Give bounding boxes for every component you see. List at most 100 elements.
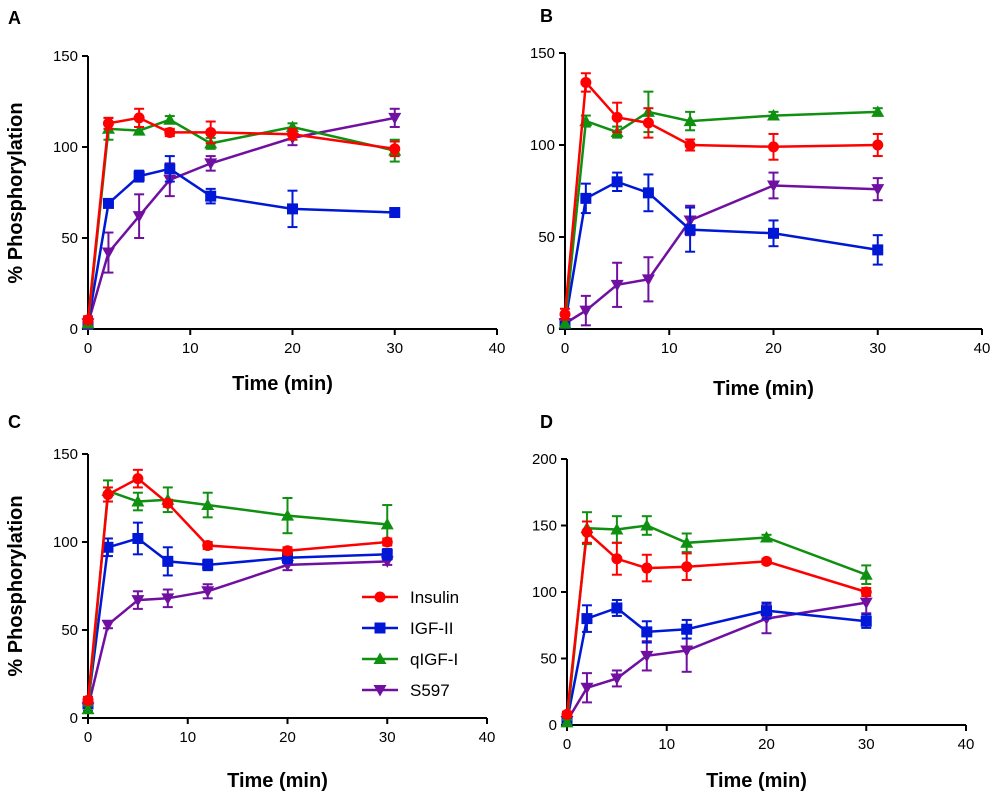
- x-tick-label: 20: [279, 729, 296, 746]
- series-s597: [558, 171, 885, 330]
- x-tick-label: 30: [869, 340, 886, 357]
- data-point: [202, 559, 214, 571]
- panel-letter: A: [8, 8, 21, 28]
- series-insulin: [82, 468, 393, 706]
- series-igf-ii: [82, 155, 401, 330]
- data-point: [641, 626, 653, 638]
- data-point: [761, 605, 772, 617]
- y-tick-label: 50: [61, 622, 78, 639]
- y-tick-label: 100: [53, 139, 78, 156]
- series-line: [86, 167, 395, 324]
- data-point: [281, 509, 294, 521]
- x-tick-label: 40: [974, 340, 991, 357]
- y-tick-label: 150: [530, 45, 555, 62]
- legend-label: IGF-II: [410, 619, 453, 638]
- x-axis-title: Time (min): [232, 373, 333, 395]
- x-tick-label: 20: [284, 340, 301, 357]
- data-point: [132, 124, 146, 136]
- x-axis-title: Time (min): [227, 770, 328, 792]
- data-point: [133, 170, 145, 182]
- x-tick-label: 20: [758, 736, 775, 753]
- data-point: [871, 184, 885, 196]
- series-line: [564, 184, 878, 325]
- x-tick-label: 0: [563, 736, 571, 753]
- data-point: [102, 541, 114, 553]
- data-point: [579, 305, 593, 318]
- data-point: [580, 192, 592, 204]
- data-point: [101, 247, 115, 260]
- data-point: [581, 526, 593, 538]
- data-point: [287, 128, 298, 140]
- chart-panel-c: C 0 50 100 150 0 10 20 30 40 Time (min) % Phosphory…: [5, 412, 495, 792]
- data-point: [681, 561, 693, 573]
- series-insulin: [559, 72, 884, 321]
- data-point: [81, 702, 95, 715]
- x-tick-label: 20: [765, 340, 782, 357]
- x-axis-title: Time (min): [706, 770, 807, 792]
- x-tick-label: 10: [179, 729, 196, 746]
- data-point: [761, 555, 772, 567]
- data-point: [133, 112, 145, 124]
- data-point: [580, 76, 592, 88]
- series-line: [86, 477, 388, 701]
- legend-label: qIGF-I: [410, 650, 458, 669]
- data-point: [132, 473, 144, 485]
- y-tick-label: 50: [61, 230, 78, 247]
- x-tick-label: 40: [958, 736, 975, 753]
- data-point: [610, 279, 624, 292]
- data-point: [681, 623, 693, 635]
- data-point: [132, 532, 144, 544]
- data-point: [101, 619, 115, 632]
- legend-label: S597: [410, 681, 450, 700]
- data-point: [131, 495, 145, 507]
- data-point: [641, 562, 653, 574]
- chart-panel-d: D 0 50 100 150 200 0 10 20 30 40 Time (min): [532, 412, 974, 792]
- data-point: [164, 163, 176, 175]
- series-s597: [81, 556, 394, 714]
- data-point: [201, 586, 215, 598]
- data-point: [611, 553, 623, 565]
- data-point: [610, 673, 624, 685]
- data-point: [581, 613, 593, 625]
- chart-panel-a: A 0 50 100 150 0 10 20 30 40 Time (min) % Phosphory…: [5, 8, 505, 395]
- series-qigf-i: [560, 511, 873, 728]
- legend: Insulin IGF-II qIGF-I S597: [362, 588, 459, 700]
- data-point: [381, 536, 393, 548]
- x-tick-label: 40: [479, 729, 496, 746]
- series-line: [86, 489, 388, 710]
- data-point: [860, 586, 872, 598]
- data-point: [163, 113, 177, 125]
- data-point: [642, 187, 654, 199]
- y-axis-title: % Phosphorylation: [5, 495, 27, 676]
- y-tick-label: 200: [532, 451, 557, 468]
- data-point: [872, 139, 884, 151]
- data-point: [282, 545, 293, 557]
- x-tick-label: 30: [386, 340, 403, 357]
- series-igf-ii: [559, 171, 884, 329]
- series-line: [563, 180, 878, 324]
- y-tick-label: 100: [530, 137, 555, 154]
- data-point: [287, 203, 298, 215]
- data-point: [872, 244, 884, 256]
- data-point: [642, 117, 654, 129]
- y-tick-label: 0: [70, 710, 78, 727]
- data-point: [611, 602, 623, 614]
- series-line: [86, 116, 395, 321]
- y-tick-label: 0: [70, 321, 78, 338]
- data-point: [767, 109, 780, 121]
- data-point: [201, 498, 215, 511]
- data-point: [162, 497, 174, 509]
- data-point: [859, 597, 873, 610]
- x-tick-label: 10: [661, 340, 678, 357]
- data-point: [132, 211, 146, 223]
- series-igf-ii: [82, 521, 393, 710]
- data-point: [282, 552, 293, 564]
- series-line: [86, 116, 396, 324]
- y-tick-label: 50: [538, 229, 555, 246]
- data-point: [611, 111, 623, 123]
- y-tick-label: 150: [532, 518, 557, 535]
- data-point: [558, 316, 572, 329]
- y-tick-label: 100: [532, 584, 557, 601]
- legend-item-qigf-i: qIGF-I: [362, 650, 458, 669]
